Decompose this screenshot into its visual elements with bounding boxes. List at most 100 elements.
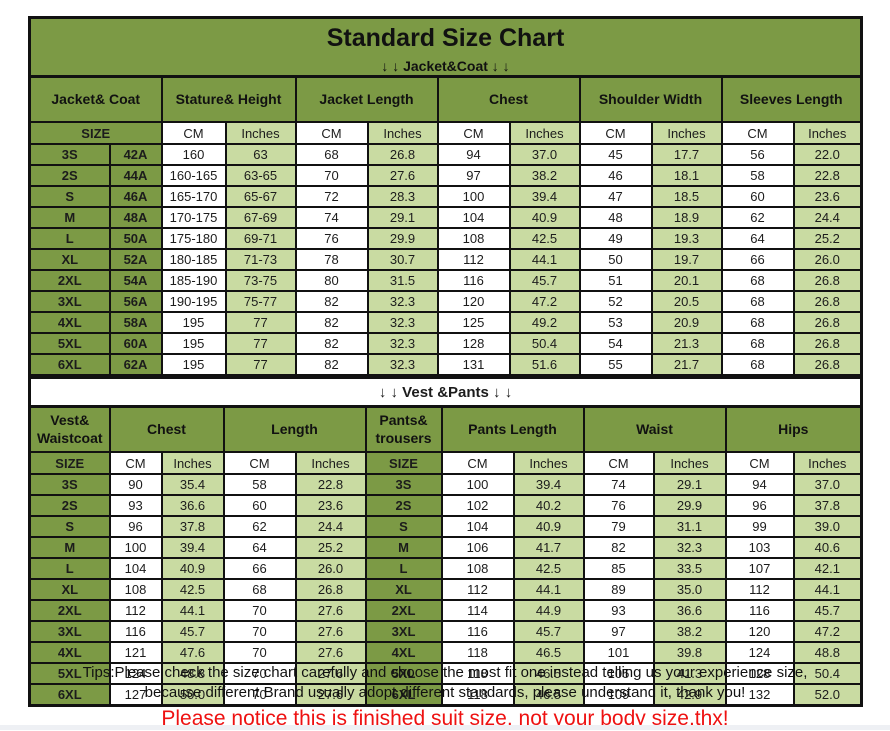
table-cell: 58A xyxy=(108,311,163,334)
table-cell: 32.3 xyxy=(366,311,439,334)
table-cell: 3XL xyxy=(28,620,111,643)
table-cell: 66 xyxy=(720,248,795,271)
table-cell: 40.9 xyxy=(160,557,225,580)
table-cell: M xyxy=(364,536,443,559)
table-cell: 20.9 xyxy=(650,311,723,334)
table-cell: 74 xyxy=(294,206,369,229)
table-cell: 85 xyxy=(582,557,655,580)
tips-line-1: Tips:Please check the size chart careful… xyxy=(82,664,808,681)
unit-inches: Inches xyxy=(160,451,225,475)
table-cell: 26.0 xyxy=(294,557,367,580)
jacket-subtitle-row: ↓ ↓ Jacket&Coat ↓ ↓ xyxy=(28,57,863,78)
table-cell: 50.4 xyxy=(792,662,863,685)
table-cell: 53 xyxy=(578,311,653,334)
table-cell: 72 xyxy=(294,185,369,208)
table-cell: 27.6 xyxy=(294,641,367,664)
table-cell: 41.3 xyxy=(652,662,727,685)
table-cell: 39.4 xyxy=(512,473,585,496)
table-cell: 18.1 xyxy=(650,164,723,187)
table-cell: 3XL xyxy=(28,290,111,313)
table-cell: 27.6 xyxy=(366,164,439,187)
table-cell: 55 xyxy=(578,353,653,377)
table-cell: 128 xyxy=(436,332,511,355)
table-cell: 37.8 xyxy=(792,494,863,517)
table-cell: 26.8 xyxy=(366,143,439,166)
table-cell: 109 xyxy=(582,683,655,707)
table-row: 6XL 127 50.0 70 27.6 6XL 118 46.5 109 42.9 132 52.0 xyxy=(28,683,863,707)
table-cell: 79 xyxy=(582,515,655,538)
table-cell: 99 xyxy=(724,515,795,538)
column-header-vest-length: Length xyxy=(222,405,367,453)
table-row: 2S 44A 160-165 63-65 70 27.6 97 38.2 46 18.1 58 22.… xyxy=(28,164,863,187)
vest-table-body: 3S 90 35.4 58 22.8 3S 100 39.4 74 29.1 94 37.0 2S 93 3… xyxy=(28,473,863,707)
column-header-pants-length: Pants Length xyxy=(440,405,585,453)
unit-inches: Inches xyxy=(224,121,297,145)
table-cell: 54A xyxy=(108,269,163,292)
table-cell: 73-75 xyxy=(224,269,297,292)
table-row: 2XL 112 44.1 70 27.6 2XL 114 44.9 93 36.6 116 45.7 xyxy=(28,599,863,622)
table-cell: 26.8 xyxy=(792,353,863,377)
table-cell: 50.4 xyxy=(508,332,581,355)
table-cell: 77 xyxy=(224,353,297,377)
table-cell: 38.2 xyxy=(508,164,581,187)
finished-size-notice: Please notice this is finished suit size… xyxy=(161,707,729,730)
table-cell: 5XL xyxy=(28,662,111,685)
table-cell: 6XL xyxy=(28,683,111,707)
table-cell: 69-71 xyxy=(224,227,297,250)
table-cell: 45 xyxy=(578,143,653,166)
table-cell: 60 xyxy=(222,494,297,517)
table-cell: 70 xyxy=(222,620,297,643)
table-cell: 40.9 xyxy=(512,515,585,538)
column-header-stature-height: Stature& Height xyxy=(160,75,297,123)
table-cell: 22.0 xyxy=(792,143,863,166)
size-header: SIZE xyxy=(28,451,111,475)
table-cell: 38.2 xyxy=(652,620,727,643)
table-cell: 23.6 xyxy=(792,185,863,208)
table-cell: 47 xyxy=(578,185,653,208)
table-cell: 77 xyxy=(224,332,297,355)
table-cell: 29.9 xyxy=(366,227,439,250)
table-cell: 70 xyxy=(294,164,369,187)
table-cell: 23.6 xyxy=(294,494,367,517)
table-cell: 22.8 xyxy=(294,473,367,496)
table-cell: 63-65 xyxy=(224,164,297,187)
table-cell: 4XL xyxy=(28,641,111,664)
table-cell: 70 xyxy=(222,599,297,622)
table-cell: 52 xyxy=(578,290,653,313)
table-cell: 44.1 xyxy=(792,578,863,601)
table-cell: 56A xyxy=(108,290,163,313)
unit-cm: CM xyxy=(294,121,369,145)
table-cell: 68 xyxy=(720,353,795,377)
table-cell: 50.0 xyxy=(160,683,225,707)
table-cell: 49 xyxy=(578,227,653,250)
table-cell: M xyxy=(28,206,111,229)
table-cell: 37.0 xyxy=(508,143,581,166)
table-cell: 18.9 xyxy=(650,206,723,229)
table-cell: 4XL xyxy=(364,641,443,664)
table-cell: 70 xyxy=(222,662,297,685)
vest-pants-table: ↓ ↓ Vest &Pants ↓ ↓ Vest& Waistcoat Ches… xyxy=(28,377,864,707)
jacket-coat-table: Standard Size Chart ↓ ↓ Jacket&Coat ↓ ↓ … xyxy=(28,16,863,377)
table-cell: 94 xyxy=(436,143,511,166)
unit-cm: CM xyxy=(720,121,795,145)
table-cell: 42.5 xyxy=(160,578,225,601)
table-cell: 44.1 xyxy=(508,248,581,271)
table-cell: 107 xyxy=(724,557,795,580)
table-cell: 27.6 xyxy=(294,599,367,622)
table-cell: 100 xyxy=(436,185,511,208)
table-cell: 104 xyxy=(440,515,515,538)
table-cell: 67-69 xyxy=(224,206,297,229)
table-cell: 26.8 xyxy=(294,578,367,601)
table-row: 2S 93 36.6 60 23.6 2S 102 40.2 76 29.9 96 37.8 xyxy=(28,494,863,517)
vest-header-row: Vest& Waistcoat Chest Length Pants& trou… xyxy=(28,405,863,453)
table-cell: 2XL xyxy=(28,599,111,622)
table-cell: 180-185 xyxy=(160,248,227,271)
table-cell: 65-67 xyxy=(224,185,297,208)
unit-inches: Inches xyxy=(294,451,367,475)
table-row: 6XL 62A 195 77 82 32.3 131 51.6 55 21.7 68 26.8 xyxy=(28,353,863,377)
table-cell: 48.8 xyxy=(160,662,225,685)
table-row: M 100 39.4 64 25.2 M 106 41.7 82 32.3 103 40.6 xyxy=(28,536,863,559)
table-cell: 64 xyxy=(720,227,795,250)
jacket-section-label: ↓ ↓ Jacket&Coat ↓ ↓ xyxy=(28,57,863,78)
table-cell: 68 xyxy=(222,578,297,601)
